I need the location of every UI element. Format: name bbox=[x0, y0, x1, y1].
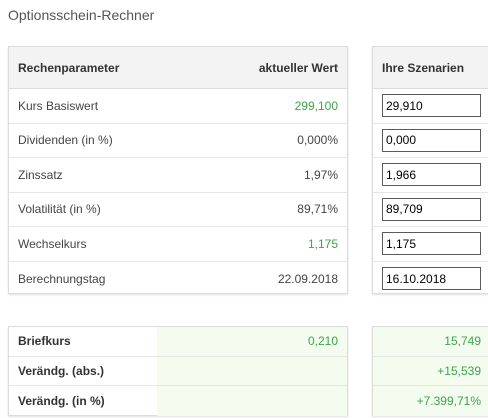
results-table: Briefkurs 0,210 Verändg. (abs.) Verändg.… bbox=[8, 326, 348, 416]
scenario-result-value: +15,539 bbox=[373, 356, 488, 385]
row-value: 1,97% bbox=[303, 167, 338, 182]
scenario-row bbox=[373, 89, 488, 124]
row-zinssatz: Zinssatz 1,97% bbox=[9, 158, 347, 193]
row-label: Kurs Basiswert bbox=[18, 98, 99, 113]
row-label: Berechnungstag bbox=[18, 271, 106, 286]
row-kurs-basiswert: Kurs Basiswert 299,100 bbox=[9, 89, 347, 124]
row-label: Volatilität (in %) bbox=[18, 202, 101, 217]
scenario-zinssatz-input[interactable] bbox=[382, 163, 481, 187]
row-value: 22.09.2018 bbox=[277, 271, 338, 286]
row-berechnungstag: Berechnungstag 22.09.2018 bbox=[9, 262, 347, 297]
row-value: 1,175 bbox=[307, 236, 338, 251]
result-current-value bbox=[157, 356, 347, 385]
scenario-result-row: +7.399,71% bbox=[373, 386, 488, 416]
scenario-result-value: +7.399,71% bbox=[373, 386, 488, 416]
scenario-results-table: 15,749 +15,539 +7.399,71% bbox=[372, 326, 488, 416]
row-value: 0,000% bbox=[297, 133, 338, 148]
row-label: Dividenden (in %) bbox=[18, 133, 113, 148]
row-value: 89,71% bbox=[297, 202, 338, 217]
scenario-row bbox=[373, 193, 488, 227]
scenarios-header: Ihre Szenarien bbox=[373, 47, 488, 89]
row-label: Wechselkurs bbox=[18, 236, 87, 251]
result-row-pct: Verändg. (in %) bbox=[9, 386, 347, 416]
scenario-row bbox=[373, 124, 488, 158]
scenario-result-value: 15,749 bbox=[373, 327, 488, 356]
result-label: Verändg. (abs.) bbox=[18, 363, 105, 378]
parameters-table: Rechenparameter aktueller Wert Kurs Basi… bbox=[8, 46, 348, 294]
result-row-briefkurs: Briefkurs 0,210 bbox=[9, 327, 347, 357]
result-current-value bbox=[157, 386, 347, 416]
header-label: Rechenparameter bbox=[18, 60, 120, 75]
scenario-dividenden-input[interactable] bbox=[382, 128, 481, 152]
parameters-header: Rechenparameter aktueller Wert bbox=[9, 47, 347, 89]
result-current-value: 0,210 bbox=[157, 327, 347, 356]
row-wechselkurs: Wechselkurs 1,175 bbox=[9, 227, 347, 262]
scenario-row bbox=[373, 158, 488, 193]
row-volatilitaet: Volatilität (in %) 89,71% bbox=[9, 193, 347, 227]
result-label: Verändg. (in %) bbox=[18, 393, 105, 408]
scenario-kurs-input[interactable] bbox=[382, 94, 481, 118]
scenario-volatilitaet-input[interactable] bbox=[382, 197, 481, 221]
page-title: Optionsschein-Rechner bbox=[8, 7, 155, 23]
row-dividenden: Dividenden (in %) 0,000% bbox=[9, 124, 347, 158]
scenario-wechselkurs-input[interactable] bbox=[382, 232, 481, 256]
scenario-result-row: 15,749 bbox=[373, 327, 488, 357]
result-label: Briefkurs bbox=[18, 334, 71, 349]
result-row-abs: Verändg. (abs.) bbox=[9, 356, 347, 386]
scenarios-table: Ihre Szenarien bbox=[372, 46, 488, 294]
row-label: Zinssatz bbox=[18, 167, 63, 182]
row-value: 299,100 bbox=[294, 98, 338, 113]
scenario-row bbox=[373, 227, 488, 262]
header-current-value: aktueller Wert bbox=[258, 60, 338, 75]
scenario-berechnungstag-input[interactable] bbox=[382, 267, 481, 291]
scenario-result-row: +15,539 bbox=[373, 356, 488, 386]
scenarios-header-label: Ihre Szenarien bbox=[382, 60, 465, 75]
scenario-row bbox=[373, 262, 488, 297]
